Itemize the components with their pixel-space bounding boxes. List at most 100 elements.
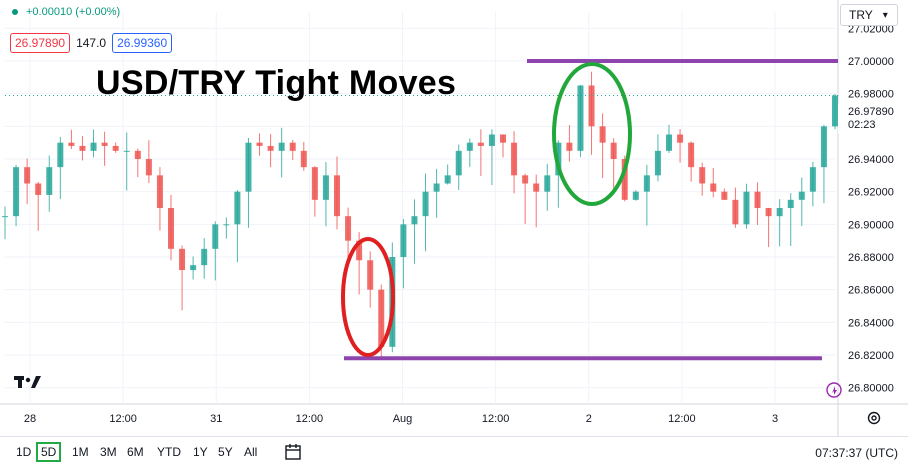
candle-body [101,142,108,146]
timeframe-all[interactable]: All [244,445,258,459]
y-tick-label: 26.82000 [848,350,894,362]
candle-body [256,142,263,146]
y-tick-label: 26.90000 [848,219,894,231]
candle-body [500,134,506,143]
candle-body [544,175,551,192]
ask-price[interactable]: 26.99360 [112,33,173,53]
y-tick-label: 27.00000 [848,56,894,68]
candle-body [57,142,64,168]
annotation-title: USD/TRY Tight Moves [96,64,457,102]
candle-body [300,150,307,168]
candle-body [522,175,529,184]
timeframe-6m[interactable]: 6M [127,445,144,459]
y-tick-label: 27.02000 [848,23,894,35]
x-tick-label: 3 [772,413,778,425]
candle-body [378,289,385,347]
time-axis: 28 12:00 31 12:00 Aug 12:00 2 12:00 3 [24,413,778,425]
candle-body [677,134,684,143]
candle-body [168,208,174,249]
timeframe-3m[interactable]: 3M [100,445,117,459]
candle-body [179,248,186,271]
candle-body [212,224,219,249]
candle-body [134,150,141,159]
candle-body [311,167,318,200]
candle-body [743,191,750,225]
candle-body [190,265,197,271]
candle-body [832,95,838,127]
y-tick-label: 26.98000 [848,89,894,101]
timeframe-1y[interactable]: 1Y [193,445,208,459]
candle-body [654,150,661,176]
candle-body [422,191,429,217]
x-tick-label: Aug [393,413,413,425]
candle-body [721,191,728,200]
candle-body [245,142,252,192]
y-tick-label: 26.94000 [848,154,894,166]
candle-body [334,175,340,217]
candle-body [511,142,518,176]
candle-body [820,126,827,168]
candle-body [566,142,573,151]
timeframe-5d[interactable]: 5D [36,442,62,462]
price-row: 26.97890 147.0 26.99360 [10,33,173,53]
candle-body [356,240,363,261]
change-info: +0.00010 (+0.00%) [12,6,120,18]
candle-body [765,208,772,217]
candle-body [477,142,484,146]
y-tick-label: 26.80000 [848,383,894,395]
candle-body [79,145,86,151]
candle-body [632,191,639,200]
x-tick-label: 12:00 [296,413,324,425]
currency-select[interactable]: TRY ▾ [840,4,898,26]
chart-settings-icon[interactable] [866,410,882,431]
bid-price[interactable]: 26.97890 [10,33,71,53]
candle-body [444,175,451,184]
last-price-tag: 26.97890 02:23 [838,104,908,134]
alert-icon[interactable] [826,382,842,403]
candle-body [112,145,119,151]
price-series [2,71,838,357]
clock-timezone[interactable]: 07:37:37 (UTC) [815,446,898,460]
y-tick-label: 26.86000 [848,285,894,297]
candle-body [90,142,97,151]
y-tick-label: 26.88000 [848,252,894,264]
timeframe-ytd[interactable]: YTD [157,445,181,459]
timeframe-1d[interactable]: 1D [16,445,32,459]
candle-body [35,183,42,195]
high-highlight-circle[interactable] [552,62,632,206]
candle-body [533,183,540,192]
x-tick-label: 12:00 [109,413,137,425]
price-axis: 27.0200027.0000026.9800026.9600026.94000… [848,23,894,394]
candle-body [798,191,805,200]
candle-body [223,224,230,226]
tradingview-logo-icon[interactable] [14,376,42,394]
low-highlight-circle[interactable] [341,237,395,357]
candle-body [411,216,418,225]
candle-body [809,167,816,192]
candle-body [621,159,628,200]
timeframe-5y[interactable]: 5Y [218,445,233,459]
x-tick-label: 12:00 [668,413,696,425]
candle-body [488,134,495,146]
candle-body [688,142,695,168]
candle-body [46,167,53,195]
market-status-icon [12,9,18,15]
timeframe-1m[interactable]: 1M [72,445,89,459]
last-price: 26.97890 [848,106,894,118]
candle-body [123,150,130,152]
annotations [341,59,838,361]
chevron-down-icon: ▾ [882,9,888,21]
change-text: +0.00010 (+0.00%) [26,6,121,18]
candle-body [710,183,717,192]
y-tick-label: 26.84000 [848,317,894,329]
candle-body [322,175,329,200]
candle-body [2,216,8,218]
candle-body [367,260,374,290]
y-tick-label: 26.92000 [848,187,894,199]
candle-body [466,142,473,151]
candle-body [24,167,31,184]
candle-body [289,142,296,151]
date-range-icon[interactable] [284,443,302,461]
